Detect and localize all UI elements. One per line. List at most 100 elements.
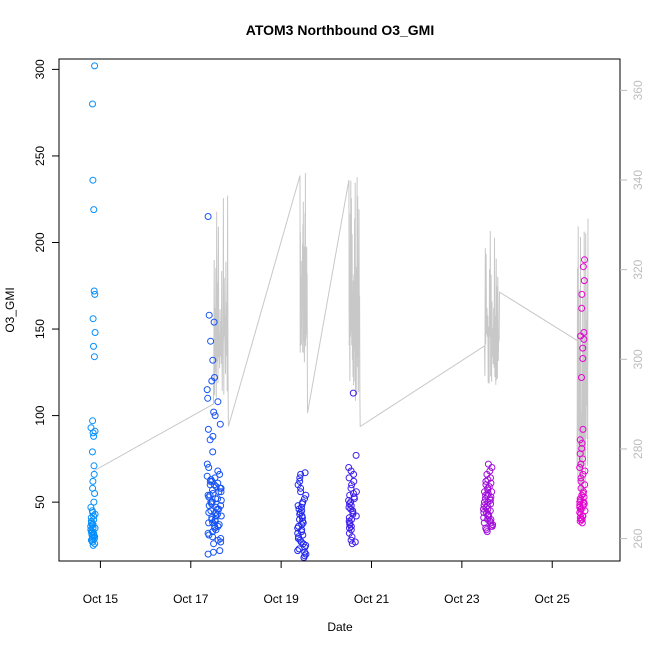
data-point xyxy=(578,491,586,499)
secondary-series-path xyxy=(92,173,589,523)
data-point xyxy=(296,474,304,482)
data-point xyxy=(204,425,212,433)
data-point xyxy=(576,436,584,444)
data-point xyxy=(302,550,310,558)
data-point xyxy=(213,505,221,513)
y2-tick-label: 340 xyxy=(631,170,645,190)
y-tick-label: 100 xyxy=(33,405,47,425)
data-point xyxy=(203,460,211,468)
data-point xyxy=(209,356,217,364)
secondary-series-line xyxy=(92,173,589,523)
data-point xyxy=(90,432,98,440)
data-point xyxy=(347,522,355,530)
data-point xyxy=(487,479,495,487)
data-point xyxy=(210,540,218,548)
data-point xyxy=(480,502,488,510)
data-point xyxy=(346,524,353,532)
data-point xyxy=(578,519,586,527)
data-point xyxy=(581,467,589,475)
data-point xyxy=(346,491,354,499)
data-point xyxy=(217,496,225,504)
chart-title: ATOM3 Northbound O3_GMI xyxy=(246,22,434,38)
data-point xyxy=(579,490,587,497)
data-point xyxy=(298,528,305,536)
data-point xyxy=(296,477,304,485)
data-point xyxy=(204,550,212,558)
data-point xyxy=(577,510,585,518)
data-point xyxy=(207,337,215,345)
data-point xyxy=(580,500,588,508)
data-point xyxy=(485,512,493,520)
data-point xyxy=(212,509,220,516)
data-point xyxy=(209,448,217,456)
data-point xyxy=(215,521,223,529)
y2-tick-label: 300 xyxy=(631,349,645,369)
data-point xyxy=(88,448,96,456)
y-tick-label: 250 xyxy=(33,146,47,166)
data-point xyxy=(483,528,491,536)
data-point xyxy=(577,505,585,513)
x-tick-label: Oct 19 xyxy=(263,592,299,606)
data-point xyxy=(488,464,496,471)
data-point xyxy=(294,524,302,532)
x-tick-label: Oct 23 xyxy=(444,592,480,606)
data-point xyxy=(89,315,97,323)
data-point xyxy=(483,470,491,478)
y-tick-label: 200 xyxy=(33,232,47,252)
data-point xyxy=(90,353,98,361)
data-point xyxy=(348,481,356,489)
y-axis-left: 50 100 150 200 250 300 xyxy=(33,59,60,509)
data-point xyxy=(89,100,96,108)
data-point xyxy=(299,519,307,527)
data-point xyxy=(580,277,588,285)
data-point xyxy=(212,512,220,520)
data-point xyxy=(301,469,309,477)
data-point xyxy=(91,290,99,298)
data-point xyxy=(297,488,305,496)
data-point xyxy=(578,516,586,523)
data-point xyxy=(346,500,353,508)
data-point xyxy=(217,484,225,492)
data-point xyxy=(581,481,589,489)
data-point xyxy=(214,522,222,530)
data-point xyxy=(91,490,99,497)
data-point xyxy=(89,538,96,546)
data-point xyxy=(210,318,218,326)
x-tick-label: Oct 17 xyxy=(173,592,209,606)
y-tick-label: 150 xyxy=(33,319,47,339)
data-point xyxy=(205,519,213,527)
data-point xyxy=(90,206,98,214)
data-point xyxy=(210,408,218,416)
data-point xyxy=(89,477,97,485)
data-point xyxy=(295,545,303,553)
data-point xyxy=(294,547,302,555)
data-point xyxy=(90,498,98,506)
data-point xyxy=(345,514,353,522)
data-point xyxy=(352,451,360,459)
data-point xyxy=(89,541,97,549)
data-point xyxy=(90,462,98,470)
y2-tick-label: 280 xyxy=(631,439,645,459)
data-point xyxy=(211,412,219,420)
data-point xyxy=(488,522,496,530)
data-point xyxy=(294,502,302,510)
data-point xyxy=(579,263,587,271)
data-point xyxy=(206,491,214,499)
data-point xyxy=(480,514,488,522)
data-point xyxy=(298,521,306,529)
data-point xyxy=(579,470,587,478)
data-point xyxy=(212,526,220,534)
data-point xyxy=(348,533,356,541)
data-point xyxy=(91,427,99,435)
data-point xyxy=(350,490,357,497)
data-point xyxy=(480,509,488,516)
data-point xyxy=(483,502,491,510)
y2-tick-label: 320 xyxy=(631,259,645,279)
data-point xyxy=(345,474,353,482)
data-point xyxy=(297,538,305,546)
y-axis-label: O3_GMI xyxy=(3,287,17,332)
data-point xyxy=(345,503,353,511)
y-tick-label: 50 xyxy=(33,495,47,509)
data-point xyxy=(488,488,496,496)
